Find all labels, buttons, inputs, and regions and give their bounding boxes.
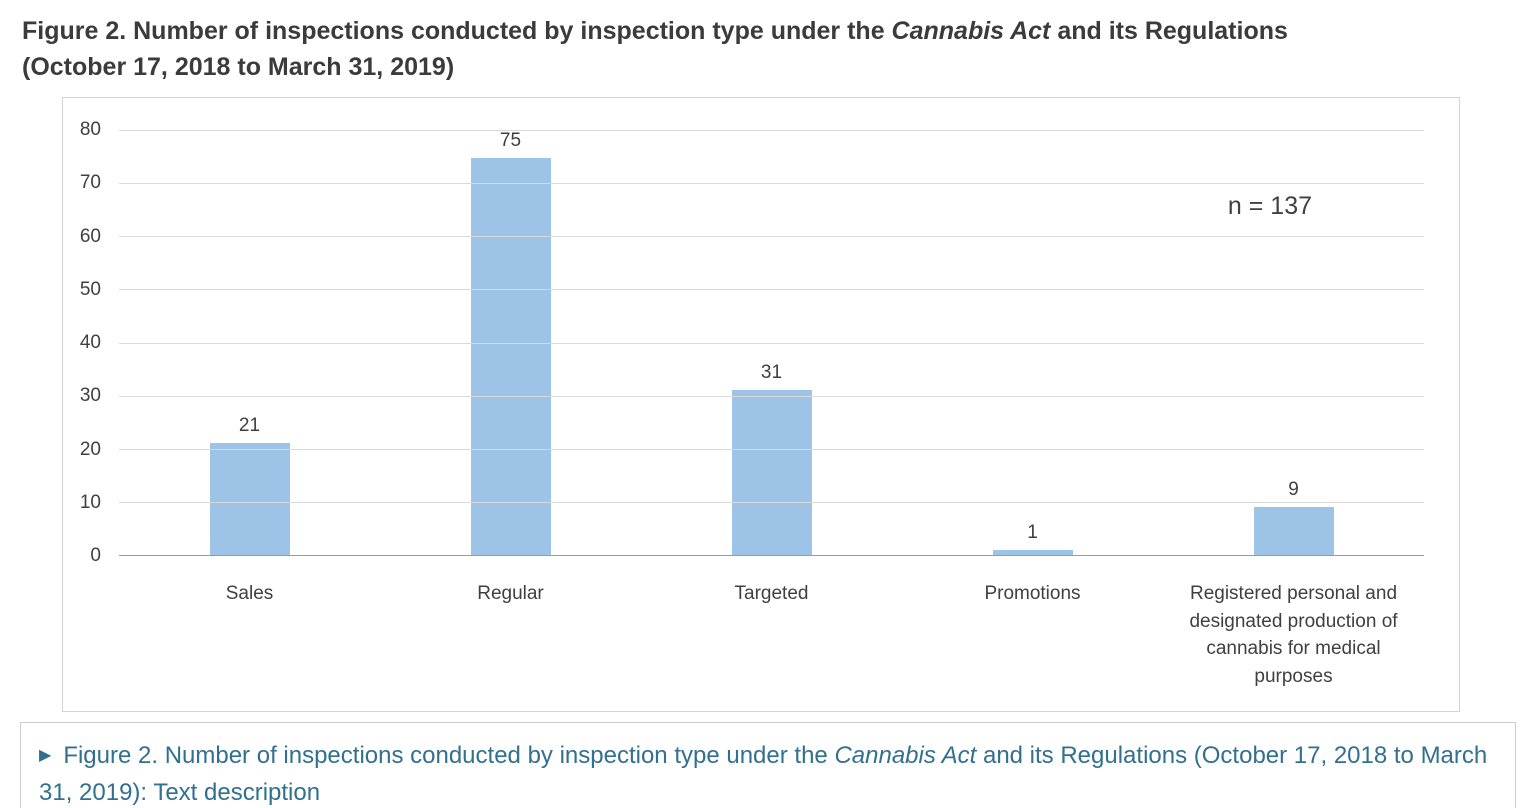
plot-area: 21 75 31 1 9 n = 137: [119, 130, 1424, 556]
x-axis-label: Promotions: [984, 583, 1081, 604]
figure-title-act-name: Cannabis Act: [891, 17, 1051, 45]
y-tick-label: 70: [79, 172, 101, 194]
bar-column: 9: [1163, 130, 1424, 555]
bar-value-label: 9: [1288, 479, 1299, 501]
sample-size-annotation: n = 137: [1227, 192, 1312, 220]
bar-column: 75: [380, 130, 641, 555]
bar-column: 31: [641, 130, 902, 555]
y-tick-label: 30: [79, 385, 101, 407]
figure-title-date-range: (October 17, 2018 to March 31, 2019): [22, 52, 455, 81]
bar-value-label: 21: [238, 415, 261, 437]
bar-value-label: 75: [499, 130, 522, 151]
x-axis-labels: Sales Regular Targeted Promotions Registered…: [119, 580, 1424, 690]
text-description-link-prefix: Figure 2. Number of inspections conducte…: [63, 742, 835, 769]
y-tick-label: 20: [79, 438, 101, 460]
bar: [209, 443, 290, 555]
y-tick-label: 10: [79, 491, 101, 513]
text-description-link-act-name: Cannabis Act: [834, 742, 977, 769]
bar: [470, 158, 551, 555]
bar: [992, 549, 1073, 555]
text-description-expander: ▶ Figure 2. Number of inspections conduct…: [20, 722, 1516, 808]
x-axis-label: Regular: [477, 583, 544, 604]
gridline: [119, 130, 1424, 131]
bar-value-label: 31: [760, 362, 783, 384]
text-description-link-suffix: and its Regulations (October 17, 2018 to…: [39, 742, 1488, 807]
figure-title: Figure 2. Number of inspections conducte…: [0, 0, 1536, 85]
bar-value-label: 1: [1027, 521, 1038, 543]
y-axis: 0 10 20 30 40 50 60 70 80: [63, 119, 109, 566]
y-tick-label: 50: [79, 278, 101, 300]
bars-row: 21 75 31 1 9: [119, 130, 1424, 555]
expander-arrow-icon: ▶: [39, 747, 52, 764]
gridline: [119, 448, 1424, 450]
bar-column: 1: [902, 130, 1163, 555]
y-tick-label: 80: [79, 119, 101, 140]
x-axis-label: Targeted: [734, 583, 809, 604]
x-axis-label: Sales: [225, 583, 274, 604]
gridline: [119, 289, 1424, 291]
y-tick-label: 40: [79, 332, 101, 353]
figure-title-suffix: and its Regulations: [1050, 17, 1288, 45]
gridline: [119, 183, 1424, 185]
gridline: [119, 395, 1424, 397]
y-tick-label: 60: [79, 225, 101, 247]
gridline: [119, 342, 1424, 344]
bar: [731, 390, 812, 555]
bar-chart: 0 10 20 30 40 50 60 70 80 21 75 31 1 9 n = 137 Sales…: [62, 97, 1460, 712]
gridline: [119, 501, 1424, 503]
y-tick-label: 0: [90, 545, 101, 566]
bar-column: 21: [119, 130, 380, 555]
figure-title-prefix: Figure 2. Number of inspections conducte…: [22, 17, 892, 45]
bar: [1253, 507, 1334, 555]
text-description-toggle[interactable]: ▶ Figure 2. Number of inspections conduct…: [21, 723, 1515, 808]
x-axis-label: Registered personal and designated produ…: [1189, 583, 1398, 687]
gridline: [119, 236, 1424, 238]
